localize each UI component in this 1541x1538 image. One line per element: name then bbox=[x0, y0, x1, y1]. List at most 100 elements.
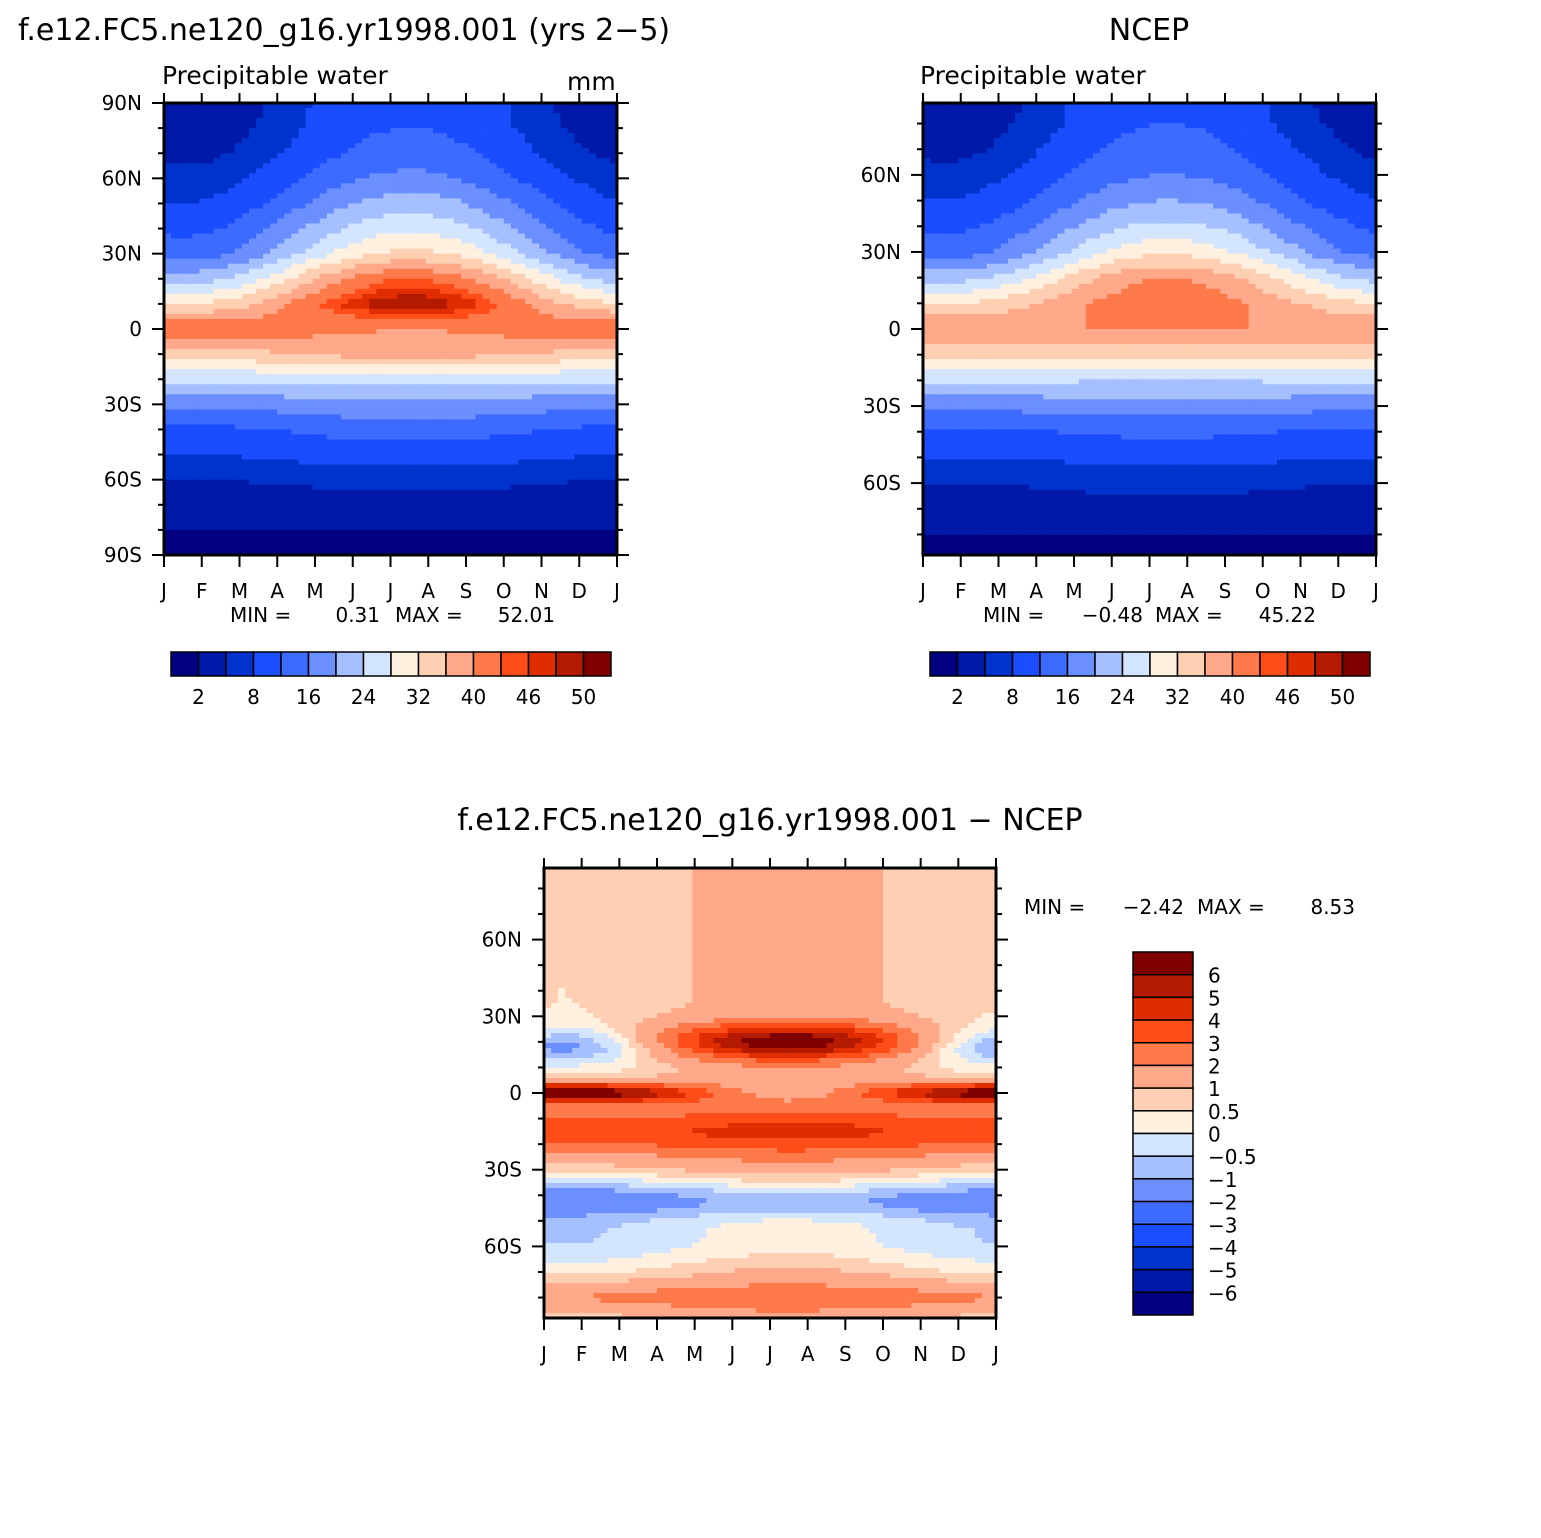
contour-cell bbox=[178, 173, 186, 179]
contour-cell bbox=[228, 490, 236, 496]
contour-cell bbox=[178, 108, 186, 114]
contour-cell bbox=[348, 455, 356, 461]
contour-cell bbox=[284, 429, 292, 435]
contour-cell bbox=[490, 359, 498, 365]
contour-cell bbox=[461, 299, 469, 305]
contour-cell bbox=[221, 123, 229, 129]
contour-cell bbox=[546, 158, 554, 164]
contour-cell bbox=[546, 389, 554, 395]
contour-cell bbox=[235, 249, 243, 255]
contour-cell bbox=[412, 178, 420, 184]
contour-cell bbox=[532, 123, 540, 129]
contour-cell bbox=[178, 409, 186, 415]
contour-cell bbox=[306, 429, 314, 435]
contour-cell bbox=[454, 419, 462, 425]
contour-cell bbox=[525, 455, 533, 461]
contour-cell bbox=[306, 229, 314, 235]
contour-cell bbox=[589, 319, 597, 325]
contour-cell bbox=[192, 113, 200, 119]
contour-cell bbox=[454, 389, 462, 395]
contour-cell bbox=[235, 148, 243, 154]
contour-cell bbox=[242, 394, 250, 400]
contour-cell bbox=[362, 239, 370, 245]
contour-cell bbox=[419, 188, 427, 194]
contour-cell bbox=[461, 470, 469, 476]
contour-cell bbox=[589, 304, 597, 310]
contour-cell bbox=[532, 108, 540, 114]
contour-cell bbox=[199, 143, 207, 149]
contour-cell bbox=[391, 389, 399, 395]
contour-cell bbox=[334, 183, 342, 189]
contour-cell bbox=[334, 259, 342, 265]
contour-cell bbox=[497, 329, 505, 335]
contour-cell bbox=[206, 334, 214, 340]
contour-cell bbox=[398, 309, 406, 315]
contour-cell bbox=[383, 173, 391, 179]
contour-cell bbox=[497, 299, 505, 305]
contour-cell bbox=[497, 203, 505, 209]
contour-cell bbox=[277, 389, 285, 395]
contour-cell bbox=[539, 279, 547, 285]
contour-cell bbox=[412, 450, 420, 456]
contour-cell bbox=[475, 143, 483, 149]
contour-cell bbox=[228, 188, 236, 194]
contour-cell bbox=[490, 480, 498, 486]
contour-cell bbox=[490, 349, 498, 355]
contour-cell bbox=[391, 329, 399, 335]
contour-cell bbox=[454, 490, 462, 496]
contour-cell bbox=[582, 374, 590, 380]
contour-cell bbox=[582, 284, 590, 290]
contour-cell bbox=[461, 173, 469, 179]
contour-cell bbox=[475, 173, 483, 179]
contour-cell bbox=[263, 394, 271, 400]
contour-cell bbox=[284, 374, 292, 380]
contour-cell bbox=[391, 399, 399, 405]
contour-cell bbox=[553, 284, 561, 290]
contour-cell bbox=[490, 123, 498, 129]
contour-cell bbox=[532, 455, 540, 461]
contour-cell bbox=[171, 419, 179, 425]
contour-cell bbox=[483, 445, 491, 451]
contour-cell bbox=[270, 108, 278, 114]
contour-cell bbox=[355, 158, 363, 164]
contour-cell bbox=[263, 434, 271, 440]
contour-cell bbox=[532, 409, 540, 415]
contour-cell bbox=[214, 173, 222, 179]
contour-cell bbox=[221, 234, 229, 240]
contour-cell bbox=[546, 108, 554, 114]
contour-cell bbox=[426, 193, 434, 199]
contour-cell bbox=[426, 309, 434, 315]
contour-cell bbox=[249, 168, 257, 174]
contour-cell bbox=[426, 419, 434, 425]
contour-cell bbox=[306, 224, 314, 230]
contour-cell bbox=[242, 133, 250, 139]
contour-cell bbox=[235, 490, 243, 496]
contour-cell bbox=[228, 304, 236, 310]
contour-cell bbox=[546, 429, 554, 435]
contour-cell bbox=[171, 404, 179, 410]
contour-cell bbox=[383, 168, 391, 174]
contour-cell bbox=[242, 138, 250, 144]
contour-cell bbox=[291, 219, 299, 225]
contour-cell bbox=[306, 359, 314, 365]
contour-cell bbox=[483, 414, 491, 420]
contour-cell bbox=[539, 213, 547, 219]
contour-cell bbox=[405, 198, 413, 204]
contour-cell bbox=[327, 284, 335, 290]
contour-cell bbox=[277, 269, 285, 275]
contour-cell bbox=[256, 324, 264, 330]
contour-cell bbox=[412, 354, 420, 360]
contour-cell bbox=[525, 465, 533, 471]
contour-cell bbox=[603, 429, 611, 435]
contour-cell bbox=[426, 384, 434, 390]
contour-cell bbox=[298, 404, 306, 410]
contour-cell bbox=[228, 138, 236, 144]
contour-cell bbox=[391, 485, 399, 491]
contour-cell bbox=[546, 394, 554, 400]
contour-cell bbox=[185, 148, 193, 154]
contour-cell bbox=[221, 404, 229, 410]
contour-cell bbox=[185, 364, 193, 370]
contour-cell bbox=[475, 249, 483, 255]
contour-cell bbox=[270, 183, 278, 189]
contour-cell bbox=[405, 249, 413, 255]
